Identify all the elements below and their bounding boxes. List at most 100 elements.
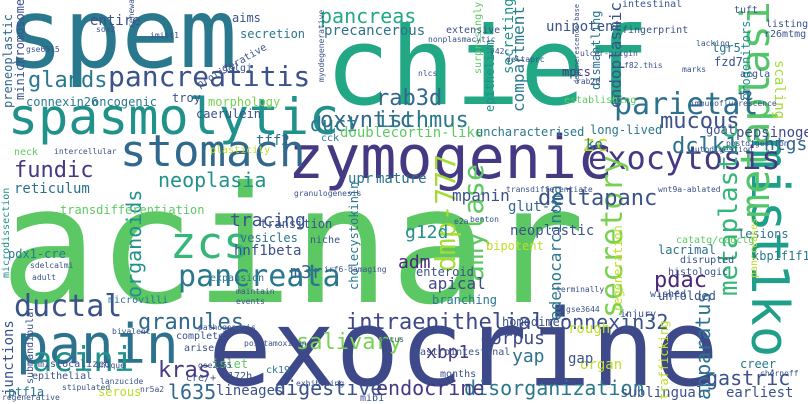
word-pancreases: pancreases xyxy=(749,217,760,278)
word-zymogenic: zymogenic xyxy=(288,123,614,193)
word-fzd7: fzd7 xyxy=(714,55,743,69)
word-g12d: g12d xyxy=(405,222,449,243)
word-golgi: golgi xyxy=(222,63,253,74)
word-serous: serous xyxy=(98,385,142,399)
word-tuft: tuft xyxy=(734,5,759,16)
word-gse3644: gse3644 xyxy=(566,305,600,314)
word-tracing: tracing xyxy=(230,210,306,231)
word-uncharacterised: uncharacterised xyxy=(476,125,585,139)
word-zcs: zcs xyxy=(170,218,250,269)
word-scaling: scaling xyxy=(771,60,787,120)
word-microdissection: microdissection xyxy=(1,187,12,278)
word-degenerescence-base: degenerescence-base xyxy=(573,3,581,84)
word-caerulein: caerulein xyxy=(196,107,262,121)
word-glands: glands xyxy=(28,68,108,93)
word-acgla: acgla xyxy=(740,69,771,80)
word-morphology: morphology xyxy=(208,95,281,109)
word-glut-2: glut-2 xyxy=(508,199,559,215)
word-deltaprc: deltaprc xyxy=(506,55,545,64)
word-intestinal: intestinal xyxy=(622,0,683,10)
word-kras: kras xyxy=(158,358,211,383)
word-mislocalized: mislocalized xyxy=(38,359,111,370)
word-pdx1-cre: pdx1-cre xyxy=(8,247,66,261)
word-pepsinogen: pepsinogen xyxy=(736,125,808,141)
word-pdac: pdac xyxy=(654,268,707,293)
word-pathogenesis: pathogenesis xyxy=(198,323,256,332)
word-doublecortin-like: doublecortin-like xyxy=(340,125,484,141)
word-precancerous: precancerous xyxy=(324,23,426,39)
word-granulogenesis: granulogenesis xyxy=(294,189,362,198)
word-t2: t2 xyxy=(738,89,753,103)
word-wnt9a-ablated: wnt9a-ablated xyxy=(658,185,721,194)
word-endocrine: endocrine xyxy=(376,376,485,400)
word-extensive: extensive xyxy=(446,25,501,36)
word-lgr5: lgr5 xyxy=(712,41,741,55)
word-terminally: terminally xyxy=(556,285,605,294)
word-xbp1: xbp1 xyxy=(426,342,470,363)
word-l635: l635 xyxy=(168,380,217,404)
word-nlcs: nlcs xyxy=(418,69,438,78)
word-pancreas: pancreas xyxy=(320,4,417,28)
word-myodegenerative: myodegenerative xyxy=(317,9,326,82)
word-fundic: fundic xyxy=(14,158,94,183)
word-dclk1: dclk1 xyxy=(672,134,739,159)
word-chernoff: chernoff xyxy=(760,369,799,378)
word-goal: goal xyxy=(706,123,735,137)
word-posttamoxifen: posttamoxifen xyxy=(244,339,307,348)
word-marks: marks xyxy=(682,65,707,74)
word-sublingual: sublingual xyxy=(620,385,705,401)
word-nr5a2: nr5a2 xyxy=(140,385,165,394)
word-transition: transition xyxy=(260,217,333,231)
word-fingerprint: fingerprint xyxy=(622,25,689,36)
word-earliest: earliest xyxy=(726,385,794,401)
word-deltapanc: deltapanc xyxy=(538,186,658,211)
word-xbp1f1f1: xbp1f1f1 xyxy=(752,249,808,263)
word-lesions: lesions xyxy=(738,227,789,241)
word-creer: creer xyxy=(740,357,777,371)
word-unipotent: unipotent xyxy=(546,19,622,35)
word-ductal: ductal xyxy=(14,289,123,324)
word-autodigestion: autodigestion xyxy=(690,145,753,154)
word-ulcer-origin: ulcer-origin xyxy=(580,49,638,58)
word-submandibular: submandibular xyxy=(25,305,36,384)
word-microvilli: microvilli xyxy=(108,295,169,306)
word-neoplasia: neoplasia xyxy=(158,168,267,192)
word-islet: islet xyxy=(212,357,249,371)
word-minichromosome: minichromosome xyxy=(13,0,27,100)
word-wished: wished xyxy=(650,289,687,300)
word-mib1: mib1 xyxy=(360,393,385,404)
word-oxyntic: oxyntic xyxy=(320,108,413,133)
word-m3r: m3r xyxy=(290,262,323,283)
word-isthmus: isthmus xyxy=(376,108,469,133)
word-oncogenic: oncogenic xyxy=(92,95,158,109)
word-rab26: rab26 xyxy=(576,77,601,86)
word-bipotent: bipotent xyxy=(486,239,544,253)
word-corpus: corpus xyxy=(480,328,546,349)
word-neck: neck xyxy=(14,147,39,158)
word-connexin26: connexin26 xyxy=(26,95,99,109)
word-upr: upr xyxy=(348,171,374,187)
word-acinar: acinar xyxy=(0,153,586,341)
word-immunofluorescence: immunofluorescence xyxy=(690,99,777,108)
word-transdifferentiation: transdifferentiation xyxy=(60,203,205,217)
word-gastrointestinal: gastrointestinal xyxy=(414,347,511,358)
word-sox2: sox2 xyxy=(96,25,116,34)
word-exocytosis: exocytosis xyxy=(588,139,781,177)
word-intercellular: intercellular xyxy=(54,147,117,156)
word-plasticity: plasticity xyxy=(210,145,271,156)
word-r172h: r172h xyxy=(222,371,253,382)
word-regeneration: regeneration xyxy=(611,225,625,312)
word-irf6-damaging: irf6-damaging xyxy=(324,265,387,274)
word-r26mtmg: r26mtmg xyxy=(764,29,807,40)
word-reticulum: reticulum xyxy=(14,181,90,197)
word-rough: rough xyxy=(568,321,611,337)
word-trafficking: trafficking xyxy=(657,320,671,400)
word-stomach: stomach xyxy=(120,126,306,177)
word-organ: organ xyxy=(580,357,623,373)
word-events: events xyxy=(236,297,265,306)
word-tff2: tff2 xyxy=(256,133,290,149)
word-digestive: digestive xyxy=(274,376,383,400)
word-disrupted: disrupted xyxy=(680,255,735,266)
word-homodimer: homodimer xyxy=(502,315,568,329)
